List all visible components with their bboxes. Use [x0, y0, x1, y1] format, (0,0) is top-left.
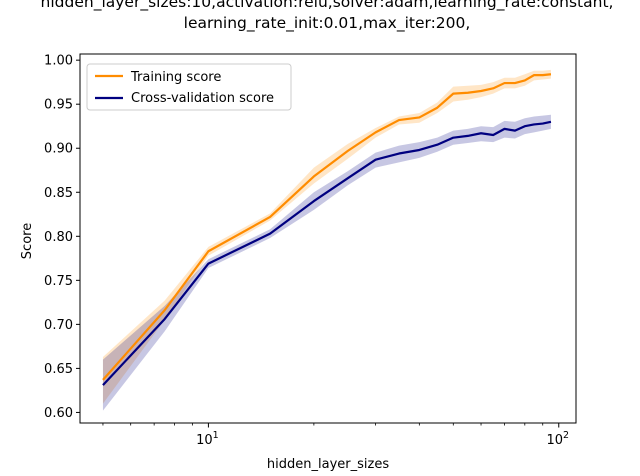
legend: Training score Cross-validation score	[86, 63, 292, 111]
cross-validation-score-line	[102, 120, 552, 386]
y-tick-label: 0.65	[44, 362, 73, 377]
y-tick-label: 0.85	[44, 186, 73, 201]
y-tick-label: 0.70	[44, 318, 73, 333]
y-tick-label: 1.00	[44, 54, 73, 69]
y-tick-label: 0.90	[44, 142, 73, 157]
legend-label-training: Training score	[130, 70, 221, 85]
legend-box	[86, 63, 292, 111]
chart-title-line-2: learning_rate_init:0.01,max_iter:200,	[184, 14, 471, 33]
chart-title-line-1: hidden_layer_sizes:10,activation:relu,so…	[41, 0, 614, 12]
y-axis-label: Score	[20, 223, 35, 259]
y-tick-label: 0.75	[44, 274, 73, 289]
y-tick-label: 0.80	[44, 230, 73, 245]
series-lines	[102, 73, 552, 386]
legend-label-cross-validation: Cross-validation score	[131, 91, 274, 106]
y-tick-label: 0.60	[44, 406, 73, 421]
y-axis: 0.60 0.65 0.70 0.75 0.80 0.85 0.90 0.95 1.00	[44, 54, 80, 421]
training-score-line	[102, 73, 552, 381]
plot-frame	[79, 53, 577, 424]
x-axis-label: hidden_layer_sizes	[267, 457, 389, 472]
y-tick-label: 0.95	[44, 98, 73, 113]
